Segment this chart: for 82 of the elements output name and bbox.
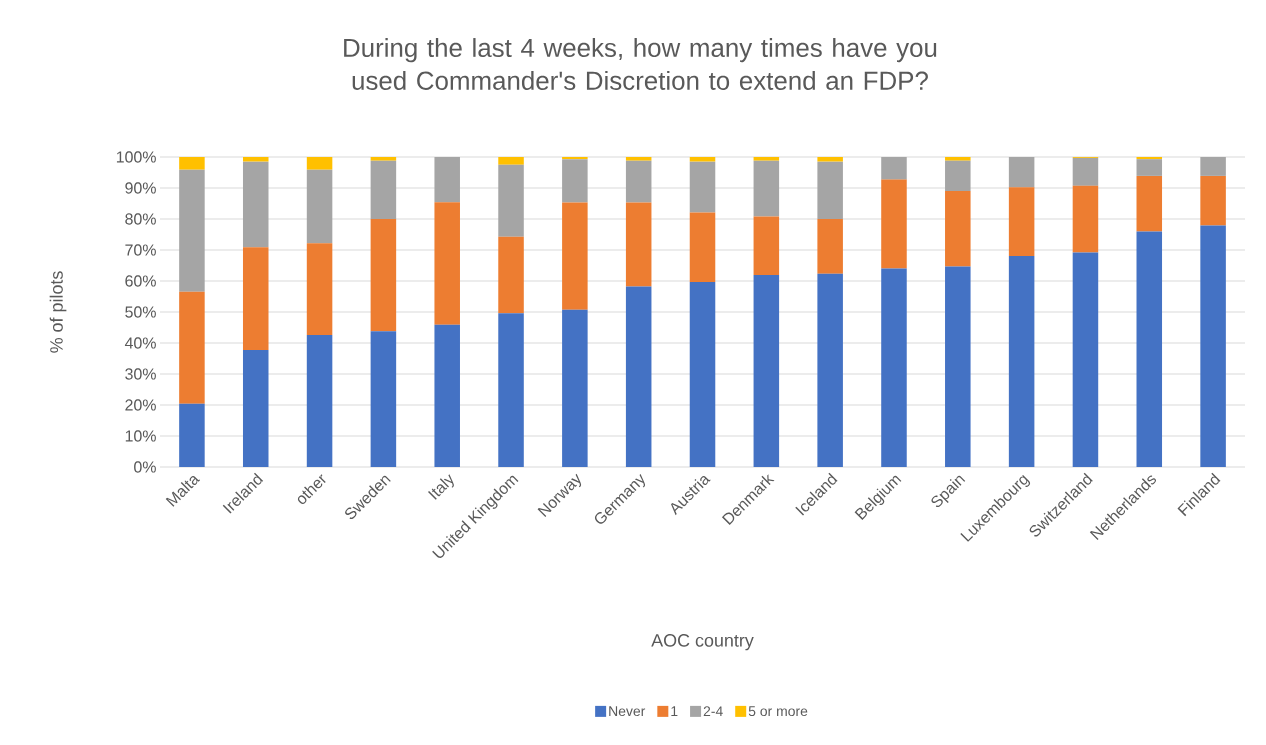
bar	[625, 286, 652, 467]
bar	[242, 156, 269, 162]
bar	[562, 159, 588, 203]
bar	[753, 160, 780, 217]
bar	[370, 156, 397, 161]
bar	[625, 156, 652, 161]
bar	[370, 160, 397, 219]
y-tick-label: 40%	[124, 337, 156, 349]
bar	[753, 216, 780, 276]
legend-label: 1	[671, 706, 678, 716]
bar	[370, 331, 397, 467]
bar	[562, 309, 588, 467]
bar	[945, 156, 971, 161]
bar	[817, 156, 843, 162]
legend-label: 5 or more	[748, 706, 808, 717]
y-tick-label: 60%	[125, 275, 156, 287]
bar	[689, 281, 716, 467]
bar	[179, 169, 205, 292]
y-tick-label: 80%	[125, 213, 156, 225]
bar	[562, 156, 588, 160]
bar	[881, 156, 907, 180]
bar	[498, 236, 524, 314]
bar	[434, 156, 460, 203]
bar	[1136, 159, 1163, 176]
bar	[689, 161, 716, 213]
bar	[689, 156, 716, 162]
bar	[945, 266, 971, 467]
bar	[1136, 175, 1163, 232]
bar	[881, 268, 907, 467]
bar	[242, 350, 269, 467]
y-tick-label: 90%	[125, 182, 156, 194]
bar	[434, 324, 460, 467]
bar	[179, 403, 205, 467]
bar	[370, 218, 397, 332]
bar	[562, 202, 588, 310]
bar	[817, 161, 843, 219]
bar	[945, 191, 971, 267]
bar	[1008, 255, 1035, 467]
bar	[1008, 156, 1035, 188]
bar	[306, 169, 333, 244]
bar	[625, 202, 652, 287]
bar	[881, 179, 907, 269]
bar	[817, 218, 843, 274]
y-tick-label: 20%	[125, 399, 156, 411]
bar	[817, 273, 843, 467]
bar	[306, 156, 333, 170]
bar	[945, 160, 971, 192]
bar	[625, 160, 652, 203]
bar	[1072, 157, 1099, 186]
bar	[242, 161, 269, 248]
bar	[753, 275, 780, 467]
chart-title: During the last 4 weeks, how many times have you used Commander's Discretion to extend an FDP?	[344, 38, 937, 90]
bar	[242, 247, 269, 351]
y-tick-label: 70%	[125, 244, 156, 256]
y-axis-title: % of pilots	[49, 271, 67, 353]
bar	[434, 202, 460, 325]
bar	[306, 334, 333, 467]
x-axis-title: AOC country	[651, 634, 754, 651]
bar	[1008, 187, 1035, 256]
bar	[498, 156, 524, 165]
bar	[1136, 231, 1163, 467]
bar	[1200, 225, 1226, 467]
bar	[498, 164, 524, 237]
bar	[689, 212, 716, 282]
bar	[179, 156, 205, 170]
y-tick-label: 10%	[125, 430, 156, 442]
bar	[1072, 252, 1099, 467]
y-tick-label: 50%	[125, 306, 156, 318]
bar	[306, 243, 333, 335]
bar	[498, 313, 524, 467]
legend-label: 2-4	[703, 706, 723, 717]
y-tick-label: 100%	[116, 151, 156, 163]
bar	[1136, 156, 1163, 160]
bar	[753, 156, 780, 161]
bar	[1200, 175, 1226, 226]
legend-label: Never	[609, 706, 646, 717]
x-tick-label: Italy	[427, 474, 454, 500]
bar	[1200, 156, 1226, 176]
bar	[1072, 185, 1099, 253]
y-tick-label: 30%	[125, 368, 156, 380]
bar	[179, 291, 205, 404]
y-tick-label: 0%	[134, 461, 156, 473]
